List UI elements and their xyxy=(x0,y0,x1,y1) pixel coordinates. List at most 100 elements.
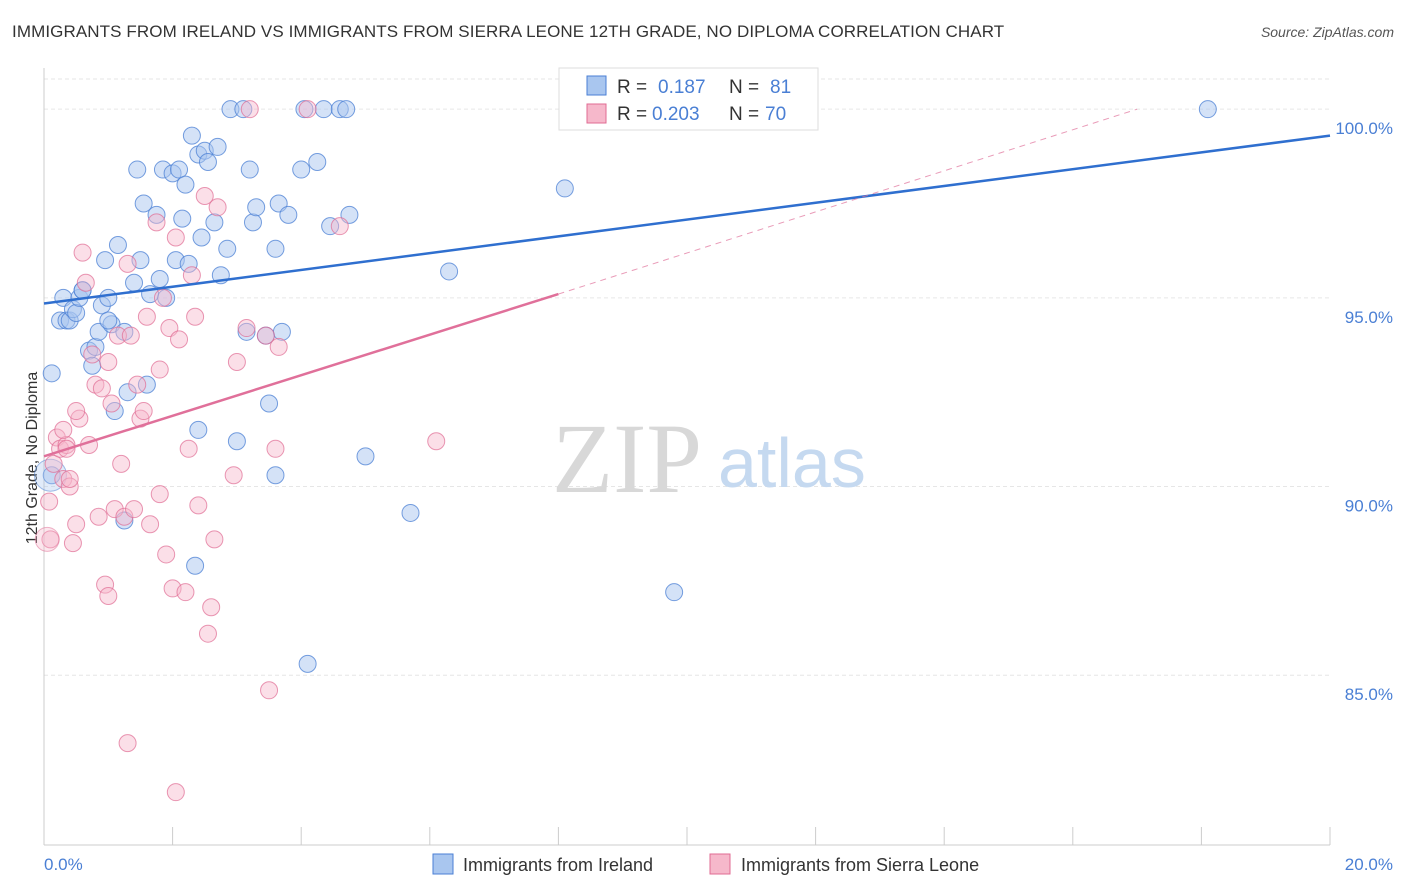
sierra-leone-point xyxy=(60,477,79,496)
legend-swatch-ireland xyxy=(586,75,607,96)
sierra-leone-point xyxy=(99,586,118,605)
ireland-point xyxy=(118,383,137,402)
ireland-point xyxy=(137,375,156,394)
ireland-point xyxy=(218,239,237,258)
y-tick-labels: 85.0% 90.0% 95.0% 100.0% xyxy=(1335,119,1393,704)
ireland-point xyxy=(189,420,208,439)
bottom-legend-label-sierra-leone: Immigrants from Sierra Leone xyxy=(741,855,979,875)
ireland-point xyxy=(321,217,340,236)
sierra-leone-point xyxy=(170,330,189,349)
y-tick-label-95: 95.0% xyxy=(1345,308,1393,327)
sierra-leone-point xyxy=(166,228,185,247)
sierra-leone-point xyxy=(166,783,185,802)
y-tick-label-90: 90.0% xyxy=(1345,497,1393,516)
y-tick-label-100: 100.0% xyxy=(1335,119,1393,138)
ireland-point xyxy=(147,205,166,224)
sierra-leone-point xyxy=(76,273,95,292)
ireland-point xyxy=(173,209,192,228)
sierra-leone-point xyxy=(147,213,166,232)
ireland-point xyxy=(205,213,224,232)
sierra-leone-point xyxy=(205,530,224,549)
trend-lines xyxy=(43,108,1331,458)
sierra-leone-point xyxy=(105,500,124,519)
bottom-legend-swatch-sierra-leone xyxy=(709,853,731,875)
legend-r-value-sierra-leone: 0.203 xyxy=(652,104,700,125)
ireland-point xyxy=(356,447,375,466)
ireland-point-large xyxy=(33,458,67,492)
ireland-point xyxy=(665,583,684,602)
sierra-leone-point xyxy=(108,326,127,345)
legend-swatch-sierra-leone xyxy=(586,103,607,124)
ireland-point xyxy=(314,100,333,119)
sierra-leone-point xyxy=(224,466,243,485)
ireland-point xyxy=(292,160,311,179)
sierra-leone-point xyxy=(137,307,156,326)
ireland-point xyxy=(240,160,259,179)
ireland-point xyxy=(208,137,227,156)
ireland-point xyxy=(179,254,198,273)
y-tick-label-85: 85.0% xyxy=(1345,685,1393,704)
sierra-leone-point xyxy=(67,402,86,421)
legend-n-label-ireland: N = xyxy=(729,77,759,98)
legend: R = 0.187 N = 81 R = 0.203 N = 70 xyxy=(558,67,819,131)
ireland-point xyxy=(279,205,298,224)
sierra-leone-point xyxy=(112,454,131,473)
ireland-point xyxy=(337,100,356,119)
ireland-point xyxy=(234,100,253,119)
sierra-leone-point xyxy=(237,319,256,338)
sierra-leone-point xyxy=(186,307,205,326)
sierra-leone-point xyxy=(60,469,79,488)
ireland-point xyxy=(128,160,147,179)
ireland-point xyxy=(182,126,201,145)
ireland-point xyxy=(192,228,211,247)
sierra-leone-point xyxy=(128,375,147,394)
sierra-leone-point xyxy=(189,496,208,515)
chart-title: IMMIGRANTS FROM IRELAND VS IMMIGRANTS FR… xyxy=(12,22,1005,41)
trend-line-sierra-leone-extension xyxy=(558,108,1138,295)
ireland-point xyxy=(298,654,317,673)
sierra-leone-point xyxy=(44,454,63,473)
sierra-leone-point xyxy=(96,575,115,594)
sierra-leone-point xyxy=(266,439,285,458)
bottom-legend: Immigrants from Ireland Immigrants from … xyxy=(432,853,979,875)
y-axis-label: 12th Grade, No Diploma xyxy=(24,372,41,545)
sierra-leone-point xyxy=(89,507,108,526)
ireland-point xyxy=(134,194,153,213)
ireland-point xyxy=(67,303,86,322)
ireland-point xyxy=(308,153,327,172)
ireland-point xyxy=(198,153,217,172)
sierra-leone-point xyxy=(150,360,169,379)
sierra-leone-point xyxy=(240,100,259,119)
trend-line-ireland xyxy=(43,134,1331,305)
sierra-leone-point xyxy=(208,198,227,217)
sierra-leone-point xyxy=(260,681,279,700)
ireland-point xyxy=(186,556,205,575)
bottom-legend-label-ireland: Immigrants from Ireland xyxy=(463,855,653,875)
sierra-leone-point xyxy=(102,394,121,413)
ireland-point xyxy=(1198,100,1217,119)
axes xyxy=(43,68,1331,846)
sierra-leone-point xyxy=(298,100,317,119)
sierra-leone-point xyxy=(40,492,59,511)
sierra-leone-point-large xyxy=(34,526,60,552)
ireland-point xyxy=(440,262,459,281)
grid-lines xyxy=(44,78,1330,676)
x-tick-label-max: 20.0% xyxy=(1345,855,1393,874)
sierra-leone-point xyxy=(67,515,86,534)
sierra-leone-point xyxy=(134,402,153,421)
ireland-point xyxy=(260,394,279,413)
ireland-point xyxy=(125,273,144,292)
sierra-leone-point xyxy=(54,469,73,488)
sierra-leone-point xyxy=(73,243,92,262)
sierra-leone-point xyxy=(83,345,102,364)
sierra-leone-point xyxy=(125,500,144,519)
ireland-point xyxy=(150,269,169,288)
sierra-leone-point xyxy=(179,439,198,458)
legend-r-label-sierra-leone: R = xyxy=(617,104,647,125)
ireland-point xyxy=(96,251,115,270)
ireland-point xyxy=(401,503,420,522)
sierra-leone-point xyxy=(92,379,111,398)
sierra-leone-point xyxy=(63,534,82,553)
ireland-point xyxy=(227,432,246,451)
